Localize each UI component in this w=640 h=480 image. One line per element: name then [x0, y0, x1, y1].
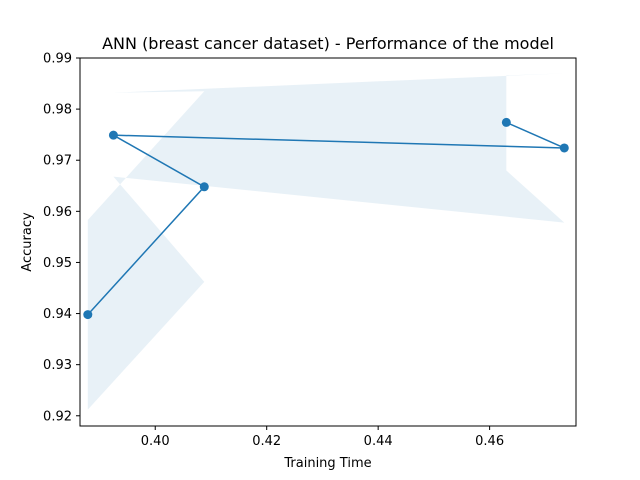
- series-point-layer: [83, 117, 569, 320]
- x-tick-label: 0.46: [475, 434, 504, 449]
- data-point: [501, 117, 511, 127]
- confidence-band: [87, 73, 565, 410]
- y-tick-label: 0.98: [43, 103, 72, 118]
- data-point: [199, 182, 209, 192]
- data-point: [83, 310, 93, 320]
- y-axis-label: Accuracy: [20, 212, 35, 272]
- y-tick-label: 0.99: [43, 52, 72, 67]
- x-tick-label: 0.42: [252, 434, 281, 449]
- data-point: [108, 130, 118, 140]
- y-tick-label: 0.95: [43, 256, 72, 271]
- y-tick-label: 0.94: [43, 307, 72, 322]
- y-tick-label: 0.97: [43, 154, 72, 169]
- x-tick-label: 0.44: [364, 434, 393, 449]
- x-axis-label: Training Time: [283, 456, 371, 471]
- x-axis: 0.40 0.42 0.44 0.46: [141, 426, 504, 449]
- y-tick-label: 0.92: [43, 409, 72, 424]
- y-tick-label: 0.93: [43, 358, 72, 373]
- y-axis: 0.92 0.93 0.94 0.95 0.96 0.97 0.98 0.99: [43, 52, 80, 424]
- chart-title: ANN (breast cancer dataset) - Performanc…: [102, 34, 554, 53]
- confidence-band-layer: [87, 73, 565, 410]
- plot-frame: [79, 57, 577, 427]
- x-tick-label: 0.40: [141, 434, 170, 449]
- y-tick-label: 0.96: [43, 205, 72, 220]
- data-point: [559, 143, 569, 153]
